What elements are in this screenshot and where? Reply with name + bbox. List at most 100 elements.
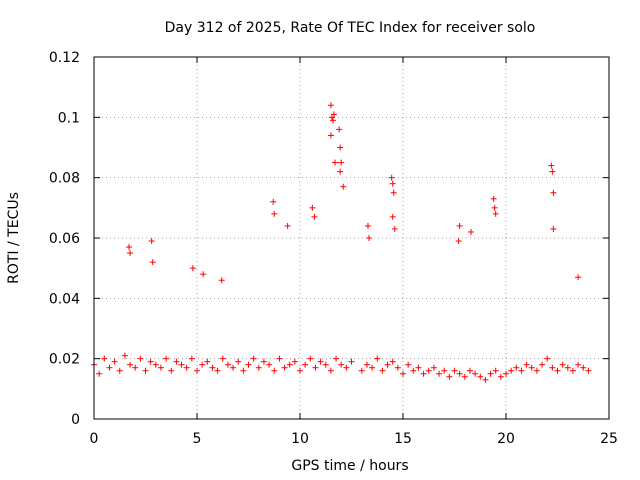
data-point (441, 367, 448, 374)
data-point (343, 364, 350, 371)
data-point (307, 355, 314, 362)
data-point (394, 364, 401, 371)
x-tick-label: 5 (193, 431, 202, 447)
data-point (405, 361, 412, 368)
data-point (425, 367, 432, 374)
y-tick-label: 0.02 (49, 352, 80, 368)
data-point (410, 367, 417, 374)
data-point (312, 364, 319, 371)
axis-ticks: 0 5 10 15 20 25 0 0.02 0.04 0.06 0.08 0.1 0.12 (49, 50, 618, 447)
data-point (137, 355, 144, 362)
data-point (281, 364, 288, 371)
data-point (309, 204, 316, 211)
data-point (204, 358, 211, 365)
data-point (436, 370, 443, 377)
data-point (461, 373, 468, 380)
data-point (147, 358, 154, 365)
x-tick-label: 25 (600, 431, 618, 447)
data-point (317, 358, 324, 365)
data-point (518, 367, 525, 374)
data-point (132, 364, 139, 371)
data-point (539, 361, 546, 368)
x-tick-label: 15 (394, 431, 412, 447)
data-point (219, 355, 226, 362)
data-point (528, 364, 535, 371)
data-point (333, 355, 340, 362)
data-point (200, 271, 207, 278)
data-point (508, 367, 515, 374)
data-point (311, 213, 318, 220)
data-point (157, 364, 164, 371)
plot-frame (93, 56, 610, 420)
data-point (523, 361, 530, 368)
data-point (336, 126, 343, 133)
data-point (266, 361, 273, 368)
data-point (163, 355, 170, 362)
data-point (451, 367, 458, 374)
data-point (348, 358, 355, 365)
data-point (564, 364, 571, 371)
data-point (152, 361, 159, 368)
data-point (328, 114, 335, 121)
y-tick-label: 0.06 (49, 231, 80, 247)
data-point (364, 222, 371, 229)
data-point (456, 222, 463, 229)
data-point (224, 361, 231, 368)
data-point (369, 364, 376, 371)
data-point (492, 367, 499, 374)
data-point (466, 367, 473, 374)
data-point (446, 373, 453, 380)
data-point (544, 355, 551, 362)
data-point (291, 358, 298, 365)
data-point (337, 144, 344, 151)
data-point (240, 367, 247, 374)
data-point (384, 361, 391, 368)
data-point (559, 361, 566, 368)
data-point (554, 367, 561, 374)
data-point (106, 364, 113, 371)
data-point (116, 367, 123, 374)
data-point (194, 367, 200, 374)
data-point (111, 358, 118, 365)
data-point (389, 358, 396, 365)
data-point (550, 189, 557, 196)
data-points (91, 102, 592, 383)
data-point (271, 367, 278, 374)
x-tick-label: 0 (90, 431, 99, 447)
data-point (389, 180, 396, 187)
data-point (430, 364, 437, 371)
data-point (127, 250, 134, 257)
data-point (467, 228, 474, 235)
data-point (338, 361, 345, 368)
data-point (173, 358, 180, 365)
data-point (497, 373, 504, 380)
data-point (209, 364, 216, 371)
data-point (340, 183, 347, 190)
data-point (218, 277, 225, 284)
data-point (503, 370, 509, 377)
data-point (533, 367, 540, 374)
data-point (199, 361, 206, 368)
data-point (585, 367, 592, 374)
data-point (358, 367, 365, 374)
data-point (329, 117, 336, 124)
data-point (149, 259, 156, 266)
data-point (148, 238, 155, 245)
data-point (327, 367, 334, 374)
data-point (245, 361, 252, 368)
y-tick-label: 0.08 (49, 171, 80, 187)
data-point (284, 222, 291, 229)
data-point (575, 361, 582, 368)
data-point (456, 370, 463, 377)
data-point (121, 352, 128, 359)
data-point (337, 168, 344, 175)
data-point (270, 198, 277, 205)
data-point (390, 189, 397, 196)
data-point (297, 367, 303, 374)
grid (94, 57, 609, 419)
data-point (477, 373, 484, 380)
data-point (549, 364, 556, 371)
data-point (472, 370, 479, 377)
data-point (286, 361, 293, 368)
data-point (96, 370, 103, 377)
